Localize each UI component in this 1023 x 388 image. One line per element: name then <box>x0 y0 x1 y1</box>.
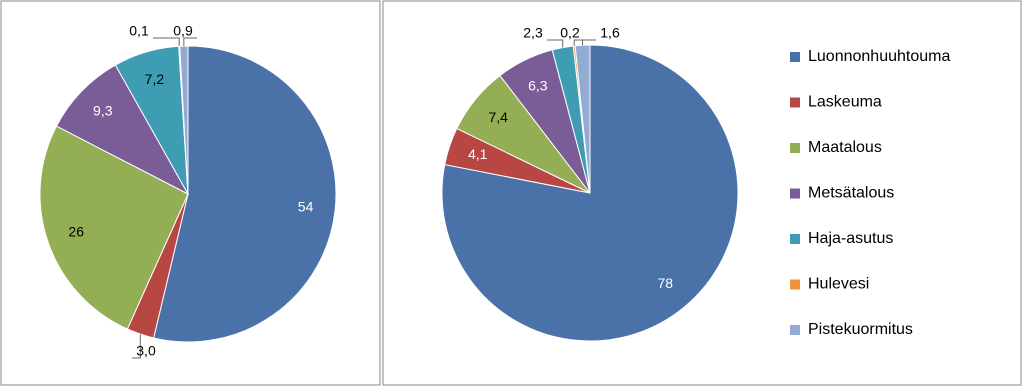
legend-swatch <box>790 279 800 290</box>
data-label: 3,0 <box>136 343 156 359</box>
leader-line <box>547 39 564 48</box>
leader-line <box>132 334 141 359</box>
legend-label: Metsätalous <box>808 185 894 202</box>
data-label: 9,3 <box>93 102 113 118</box>
legend-swatch <box>790 234 800 244</box>
data-label: 1,6 <box>600 25 620 41</box>
legend-swatch <box>790 325 800 335</box>
legend-label: Luonnonhuuhtouma <box>808 48 950 65</box>
legend-label: Haja-asutus <box>808 230 893 247</box>
pie-slice <box>55 64 190 196</box>
data-label: 54 <box>298 199 314 215</box>
data-label: 6,3 <box>528 77 548 93</box>
leader-line <box>582 39 596 46</box>
pie-slice <box>153 45 337 343</box>
leader-line <box>183 37 197 47</box>
data-label: 7,4 <box>488 109 508 125</box>
legend-label: Pistekuormitus <box>808 321 913 338</box>
data-label: 0,1 <box>129 23 149 39</box>
legend-label: Maatalous <box>808 139 882 156</box>
data-label: 7,2 <box>145 71 165 87</box>
legend-swatch <box>790 143 800 153</box>
leader-line <box>153 37 180 47</box>
data-label: 26 <box>68 224 84 240</box>
leader-line <box>573 39 584 46</box>
legend-label: Hulevesi <box>808 276 869 293</box>
data-label: 0,9 <box>173 23 193 39</box>
pie-slice <box>39 125 189 330</box>
data-label: 78 <box>657 275 673 291</box>
legend-swatch <box>790 97 800 108</box>
legend-swatch <box>790 188 800 199</box>
legend-label: Laskeuma <box>808 94 882 111</box>
data-label: 2,3 <box>523 25 543 41</box>
data-label: 0,2 <box>560 25 580 41</box>
legend-swatch <box>790 52 800 62</box>
data-label: 4,1 <box>468 146 488 162</box>
